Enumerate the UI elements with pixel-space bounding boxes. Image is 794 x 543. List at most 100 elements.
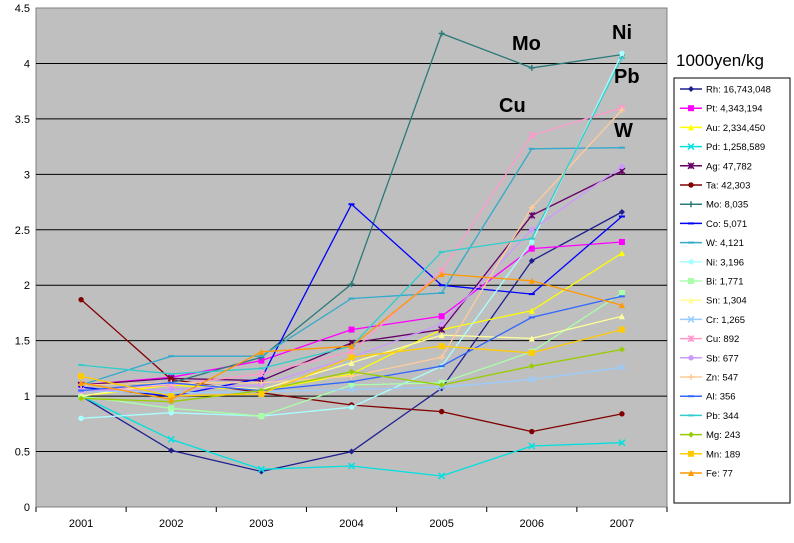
- y-tick-label: 4.5: [15, 3, 30, 15]
- data-point: [528, 349, 535, 356]
- legend-label: Ni: 3,196: [706, 257, 744, 268]
- data-point: [688, 431, 694, 438]
- legend-label: Zn: 547: [706, 373, 738, 384]
- data-point: [528, 442, 536, 450]
- data-point: [438, 271, 445, 278]
- data-point: [618, 209, 625, 216]
- x-axis: 2001 2002 2003 2004 2005 2006 2007: [35, 507, 668, 530]
- legend-label: Cr: 1,265: [706, 315, 745, 326]
- legend-item: Ag: 47,782: [680, 161, 752, 172]
- x-tick-label: 2007: [610, 518, 634, 530]
- data-point: [688, 297, 694, 304]
- legend-item: Pt: 4,343,194: [680, 104, 763, 115]
- legend-label: Pt: 4,343,194: [706, 104, 763, 115]
- data-point: [618, 238, 625, 245]
- data-point: [78, 395, 85, 402]
- legend-item: Rh: 16,743,048: [680, 85, 771, 96]
- data-point: [258, 379, 265, 386]
- x-tick-label: 2004: [339, 518, 363, 530]
- legend: Rh: 16,743,048 Pt: 4,343,194 Au: 2,334,450…: [680, 85, 771, 480]
- data-point: [257, 465, 265, 473]
- data-point: [78, 373, 85, 380]
- data-point: [618, 363, 626, 371]
- data-point: [528, 211, 536, 219]
- data-point: [619, 411, 625, 417]
- legend-item: Al: 356: [680, 392, 736, 403]
- data-point: [618, 313, 625, 320]
- data-point: [528, 335, 535, 342]
- annotations: Mo Ni Cu Pb W: [499, 22, 640, 142]
- data-point: [78, 379, 85, 386]
- legend-label: Rh: 16,743,048: [706, 85, 771, 96]
- data-point: [528, 363, 535, 370]
- data-point: [257, 370, 265, 378]
- series-layer: [77, 30, 626, 480]
- data-point: [688, 374, 694, 380]
- data-point: [528, 245, 535, 252]
- data-point: [438, 472, 446, 480]
- legend-label: Fe: 77: [706, 469, 733, 480]
- data-point: [347, 348, 356, 356]
- data-point: [688, 105, 694, 112]
- data-point: [687, 335, 695, 343]
- data-point: [688, 278, 694, 284]
- data-point: [348, 382, 355, 389]
- legend-item: Zn: 547: [680, 373, 738, 384]
- data-point: [348, 359, 355, 366]
- x-tick-label: 2001: [69, 518, 93, 530]
- data-point: [438, 354, 445, 361]
- data-point: [618, 439, 626, 447]
- legend-label: Pb: 344: [706, 411, 739, 422]
- data-point: [688, 182, 694, 188]
- data-point: [618, 302, 625, 309]
- legend-label: Bi: 1,771: [706, 277, 744, 288]
- legend-label: Co: 5,071: [706, 219, 747, 230]
- data-point: [438, 326, 446, 334]
- data-point: [348, 343, 355, 350]
- data-point: [78, 296, 84, 303]
- data-point: [529, 428, 535, 435]
- x-tick-label: 2002: [159, 518, 183, 530]
- x-tick-label: 2006: [520, 518, 544, 530]
- data-point: [348, 354, 355, 361]
- data-point: [168, 396, 175, 403]
- data-point: [687, 315, 695, 323]
- data-point: [618, 289, 625, 296]
- data-point: [258, 413, 265, 420]
- data-point: [688, 450, 694, 457]
- data-point: [688, 259, 694, 265]
- data-point: [688, 470, 694, 476]
- data-point: [258, 357, 265, 364]
- data-point: [687, 162, 695, 170]
- data-point: [528, 131, 536, 140]
- data-point: [687, 143, 695, 151]
- unit-label: 1000yen/kg: [676, 51, 764, 70]
- x-tick-label: 2005: [429, 518, 453, 530]
- y-axis: 0 0.5 1 1.5 2 2.5 3 3.5 4 4.5: [15, 3, 30, 514]
- data-point: [688, 355, 694, 361]
- data-point: [78, 415, 84, 421]
- legend-item: W: 4,121: [680, 238, 744, 249]
- data-point: [258, 348, 265, 355]
- annotation-mo: Mo: [512, 33, 541, 55]
- data-point: [528, 277, 535, 284]
- legend-item: Sb: 677: [680, 353, 739, 364]
- data-point: [438, 313, 445, 320]
- data-point: [347, 385, 356, 393]
- legend-label: Ag: 47,782: [706, 161, 752, 172]
- data-point: [438, 382, 445, 389]
- series-mn: [78, 326, 625, 400]
- data-point: [258, 390, 265, 397]
- data-point: [688, 86, 694, 92]
- legend-label: W: 4,121: [706, 238, 744, 249]
- legend-label: Pd: 1,258,589: [706, 142, 765, 153]
- data-point: [348, 326, 355, 333]
- data-point: [168, 393, 175, 400]
- data-point: [347, 462, 356, 470]
- y-tick-label: 4: [24, 58, 30, 70]
- annotation-cu: Cu: [499, 95, 526, 117]
- series-w: [78, 146, 625, 387]
- y-tick-label: 0: [24, 502, 30, 514]
